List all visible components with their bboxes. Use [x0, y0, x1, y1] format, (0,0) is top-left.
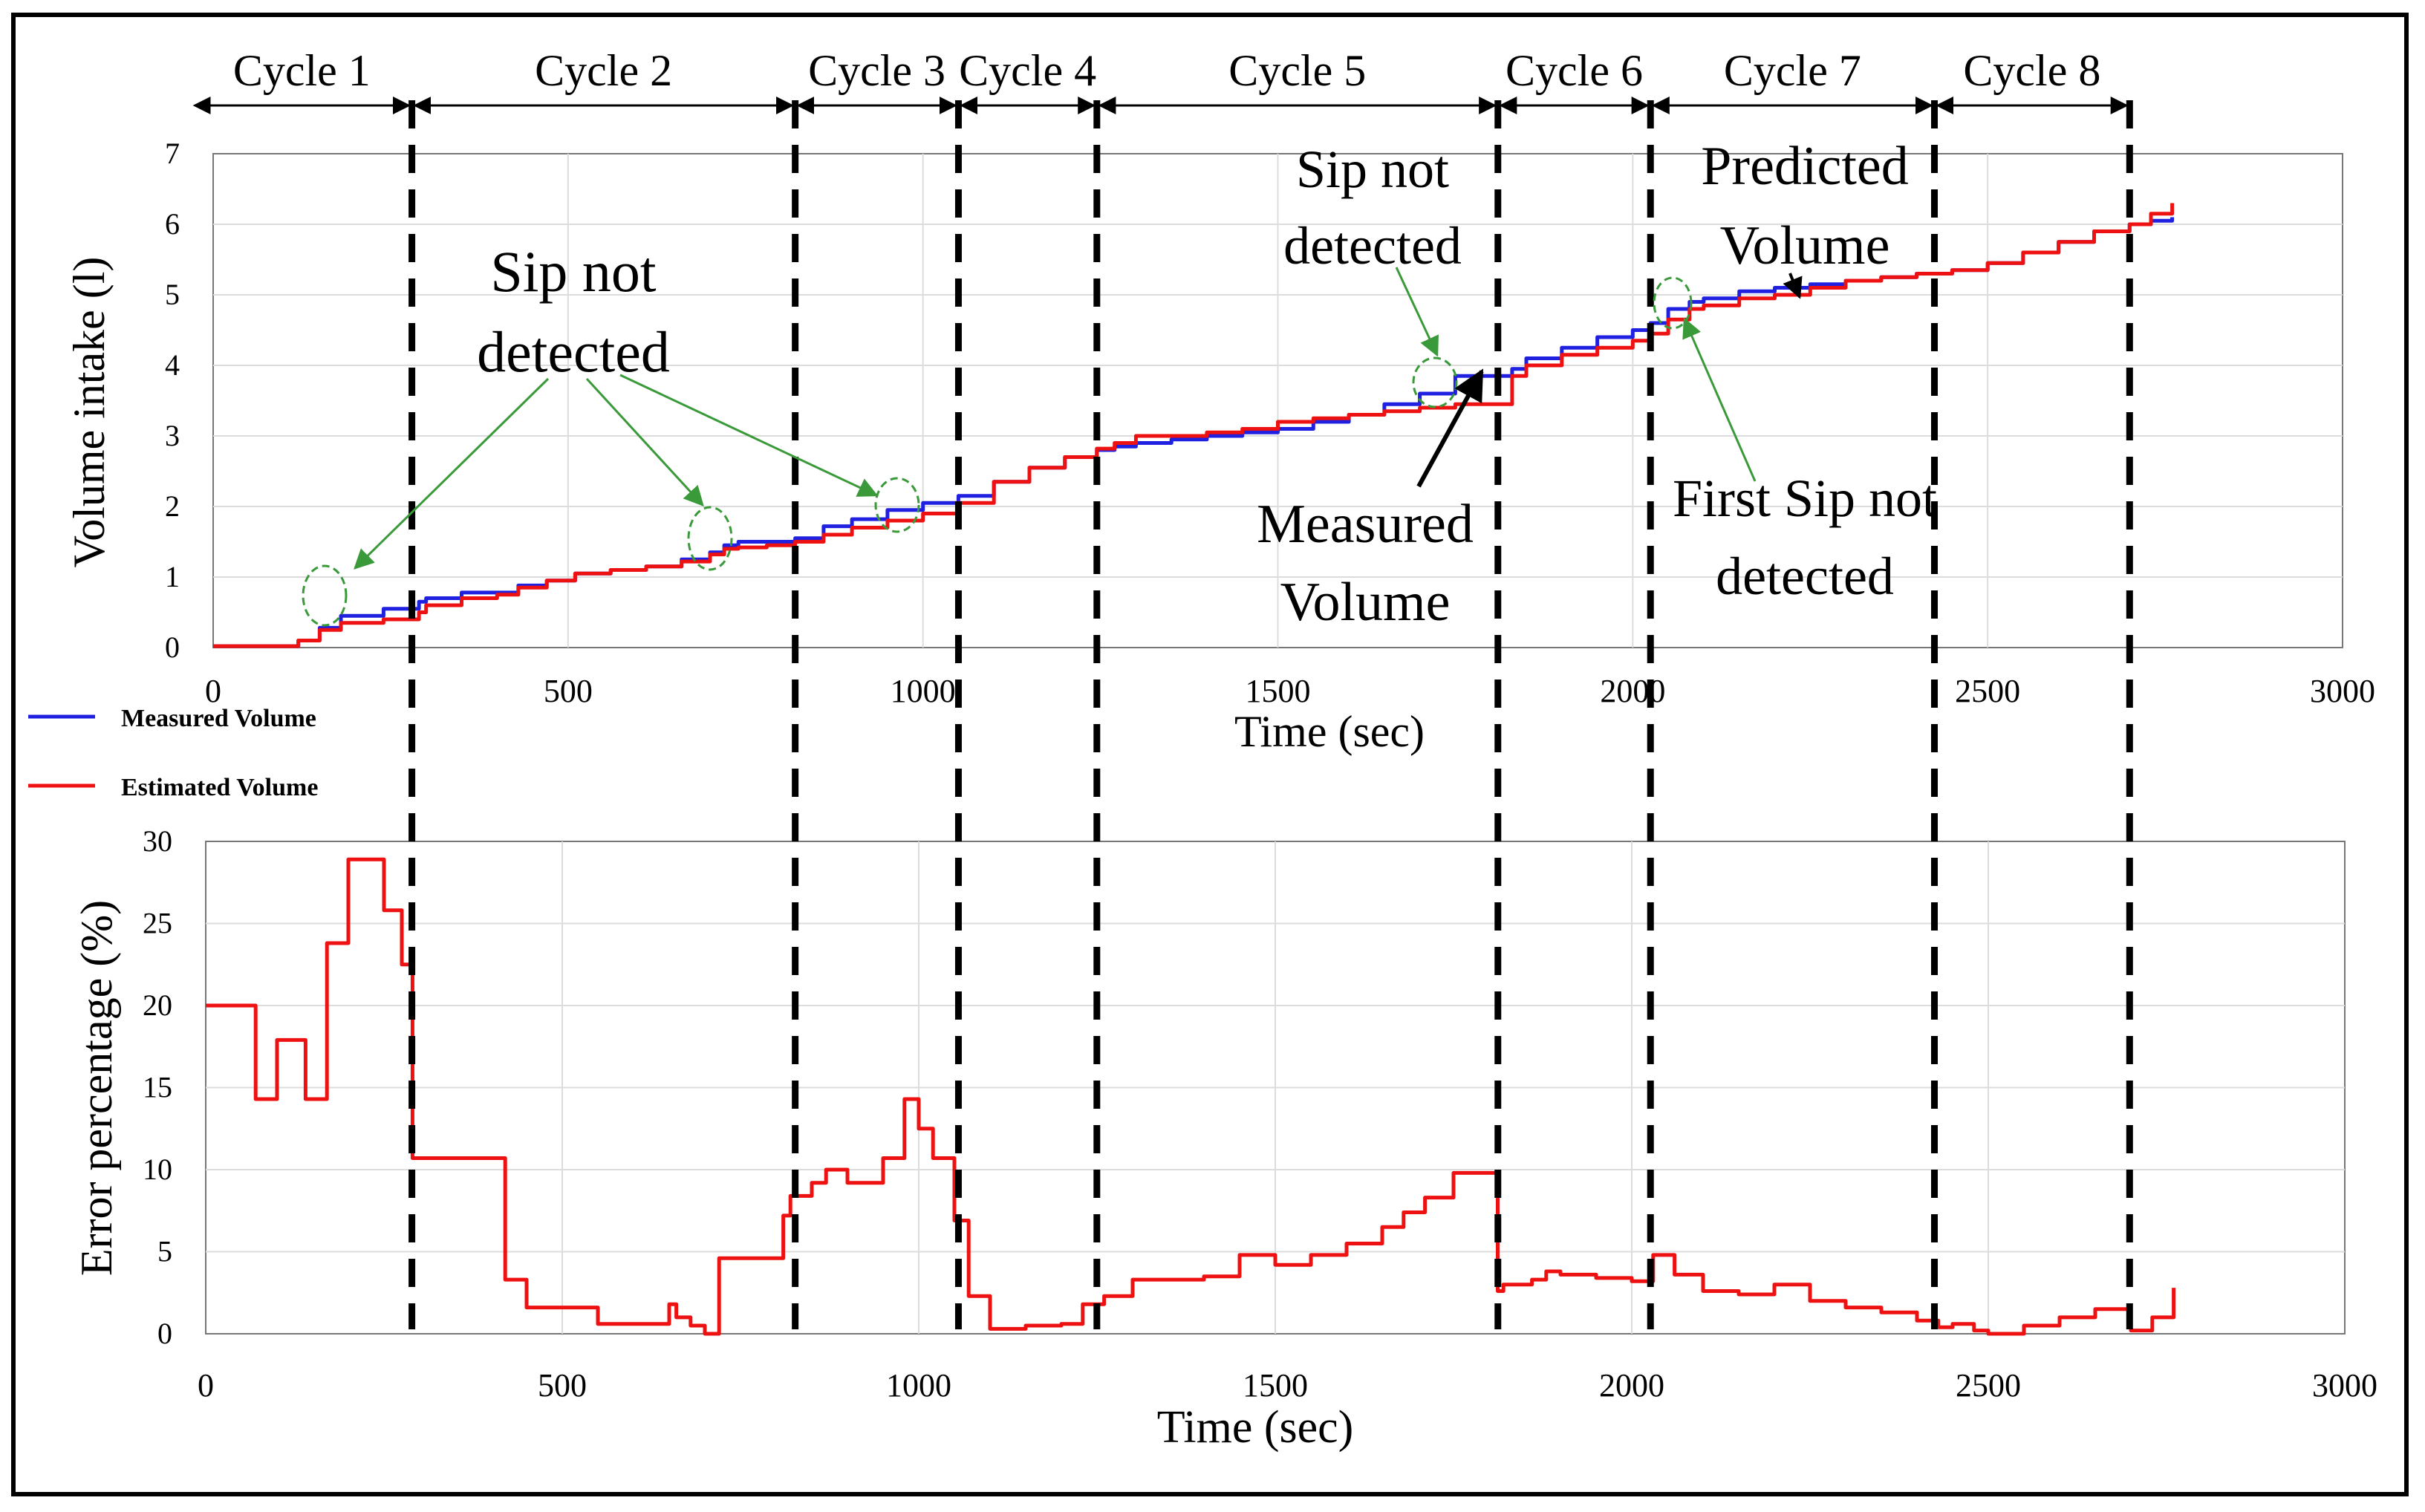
volume-x-tick-label: 1500: [1246, 673, 1311, 709]
error-y-tick-label: 30: [143, 824, 172, 858]
error-x-tick-label: 2500: [1956, 1367, 2021, 1404]
volume-ticks: 0 500 1000 1500 2000 2500 3000 0 1 2 3 4 5 6 7: [165, 137, 2375, 709]
cycle-label: Cycle 5: [1228, 46, 1366, 95]
measured-volume-pointer: [1416, 368, 1484, 488]
error-series: [206, 857, 2176, 1336]
error-percentage-line: [206, 857, 2176, 1336]
cycle-label: Cycle 2: [535, 46, 672, 95]
error-y-tick-label: 5: [157, 1235, 172, 1268]
error-y-tick-label: 20: [143, 988, 172, 1022]
error-y-axis-label: Error percentage (%): [72, 900, 121, 1276]
cycle-label: Cycle 6: [1506, 46, 1643, 95]
missed-sip-circle-1: [302, 564, 348, 627]
first-sip-circle: [1653, 276, 1693, 330]
estimated-volume-line: [213, 203, 2175, 648]
volume-y-tick-label: 6: [165, 207, 180, 241]
pointer-arrow-5: [1682, 317, 1757, 482]
error-y-tick-label: 15: [143, 1071, 172, 1104]
sip-not-detected-left-line2: detected: [477, 319, 670, 384]
error-x-tick-label: 1500: [1243, 1367, 1308, 1404]
volume-grid: [213, 154, 2343, 648]
cycle-label: Cycle 7: [1724, 46, 1861, 95]
cycle-boundaries: [408, 100, 2133, 1329]
error-y-tick-label: 10: [143, 1153, 172, 1186]
volume-series: [213, 203, 2175, 648]
volume-plot: 0 500 1000 1500 2000 2500 3000 0 1 2 3 4 5 6 7: [165, 137, 2375, 709]
volume-y-tick-label: 1: [165, 560, 180, 593]
volume-x-tick-label: 500: [544, 673, 593, 709]
error-x-tick-label: 2000: [1599, 1367, 1664, 1404]
sip-not-detected-mid-line2: detected: [1283, 216, 1462, 276]
volume-y-tick-label: 3: [165, 419, 180, 452]
pointer-arrow-2: [585, 377, 704, 506]
error-x-tick-label: 3000: [2312, 1367, 2377, 1404]
predicted-volume-pointer: [1783, 273, 1803, 299]
volume-y-tick-label: 0: [165, 630, 180, 664]
error-plot: 0 500 1000 1500 2000 2500 3000 0 5 10 15 20 25 30: [143, 824, 2377, 1404]
pointer-arrow-1: [354, 377, 550, 570]
volume-y-tick-label: 5: [165, 278, 180, 311]
first-sip-not-detected-line1: First Sip not: [1673, 469, 1937, 528]
volume-x-tick-label: 2000: [1600, 673, 1665, 709]
volume-x-tick-label: 3000: [2310, 673, 2375, 709]
measured-volume-line1: Measured: [1257, 494, 1474, 555]
volume-x-tick-label: 1000: [891, 673, 956, 709]
error-x-tick-label: 500: [538, 1367, 587, 1404]
volume-y-tick-label: 4: [165, 348, 180, 382]
pointer-arrow-3: [619, 374, 879, 497]
error-grid: [206, 841, 2345, 1334]
volume-y-tick-label: 7: [165, 137, 180, 170]
figure-border: [11, 13, 2409, 1496]
missed-sip-circle-3: [874, 477, 920, 533]
legend: Measured Volume Estimated Volume: [28, 705, 318, 801]
sip-not-detected-left-line1: Sip not: [490, 239, 657, 304]
volume-x-tick-label: 0: [205, 673, 221, 709]
predicted-volume-line2: Volume: [1720, 215, 1890, 276]
legend-measured-label: Measured Volume: [121, 705, 316, 732]
volume-x-tick-label: 2500: [1955, 673, 2020, 709]
cycle-label: Cycle 3: [808, 46, 945, 95]
error-x-axis-label: Time (sec): [1157, 1402, 1354, 1453]
error-x-tick-label: 0: [198, 1367, 214, 1404]
missed-sip-circle-2: [687, 506, 733, 571]
cycle-header: Cycle 1 Cycle 2 Cycle 3 Cycle 4 Cycle 5 Cycle…: [192, 46, 2129, 114]
volume-y-axis-label: Volume intake (l): [65, 257, 114, 568]
cycle-label: Cycle 4: [959, 46, 1096, 95]
error-y-tick-label: 25: [143, 907, 172, 940]
volume-x-axis-label: Time (sec): [1234, 707, 1425, 756]
predicted-volume-line1: Predicted: [1701, 136, 1908, 197]
volume-y-tick-label: 2: [165, 489, 180, 523]
pointer-arrow-4: [1395, 267, 1439, 357]
sip-not-detected-mid-line1: Sip not: [1296, 140, 1449, 199]
error-x-tick-label: 1000: [886, 1367, 951, 1404]
measured-volume-line2: Volume: [1280, 572, 1451, 633]
cycle-label: Cycle 1: [233, 46, 371, 95]
legend-estimated-label: Estimated Volume: [121, 774, 318, 801]
error-ticks: 0 500 1000 1500 2000 2500 3000 0 5 10 15 20 25 30: [143, 824, 2377, 1404]
annotations: Sip not detected Sip not detected Measur…: [302, 136, 1937, 633]
first-sip-not-detected-line2: detected: [1716, 547, 1894, 606]
error-y-tick-label: 0: [157, 1317, 172, 1350]
cycle-label: Cycle 8: [1963, 46, 2100, 95]
